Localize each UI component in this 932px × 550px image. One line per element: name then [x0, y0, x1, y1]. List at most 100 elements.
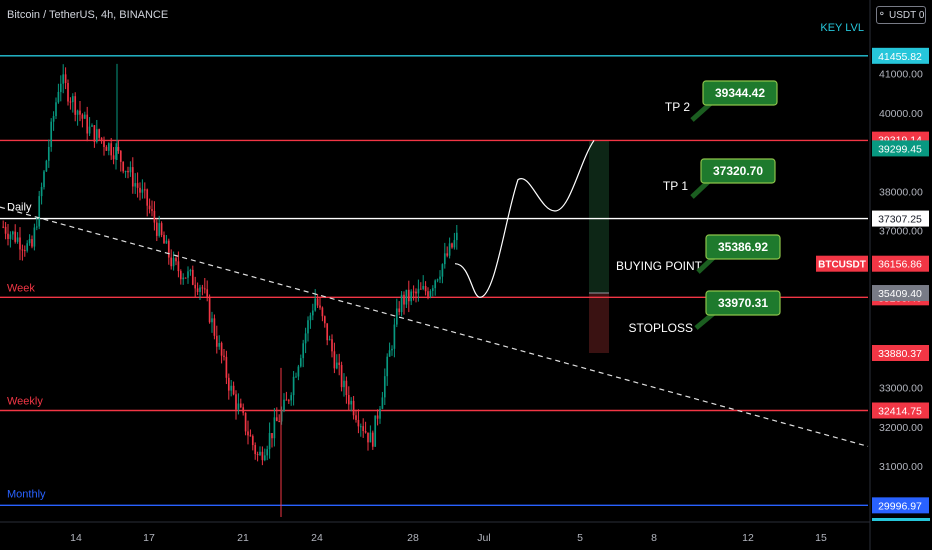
candle-body [194, 284, 197, 289]
price-tag[interactable] [872, 210, 929, 227]
candle-body [352, 400, 355, 416]
x-tick-label: 8 [651, 532, 657, 544]
trendline[interactable] [0, 206, 869, 447]
price-tag[interactable] [872, 140, 929, 157]
candle-body [218, 342, 221, 347]
price-tag-label: 35409.40 [878, 288, 922, 300]
candle-body [112, 155, 115, 160]
callout-box[interactable] [705, 290, 781, 316]
candle-body [57, 91, 60, 103]
candle-body [45, 160, 48, 172]
position-stop-zone[interactable] [589, 293, 609, 354]
candle-body [261, 451, 264, 461]
price-tag-label: 29996.97 [878, 500, 922, 512]
candle-body [201, 287, 204, 289]
candle-body [388, 350, 391, 357]
price-tag[interactable] [872, 345, 929, 362]
candle-body [247, 431, 249, 436]
candle-body [227, 377, 230, 391]
candle-body [299, 358, 302, 367]
candle-body [86, 114, 89, 134]
candle-body [400, 294, 403, 313]
candle-body [127, 170, 129, 173]
candle-body [136, 183, 139, 188]
y-tick-label: 31000.00 [879, 461, 923, 473]
y-tick-label: 38000.00 [879, 186, 923, 198]
candle-body [165, 240, 168, 244]
callout-box[interactable] [700, 158, 776, 184]
symbol-tag[interactable] [816, 255, 868, 272]
candle-body [347, 395, 350, 405]
candle-body [160, 223, 163, 235]
candle-body [182, 277, 185, 280]
price-tag[interactable] [872, 497, 929, 514]
symbol-title[interactable]: Bitcoin / TetherUS, 4h, BINANCE [7, 9, 169, 21]
candle-body [451, 243, 453, 248]
candle-body [208, 296, 211, 323]
candle-body [47, 146, 50, 161]
x-tick-label: 14 [70, 532, 82, 544]
monthly-label: Monthly [7, 488, 46, 500]
candle-body [285, 399, 288, 401]
candle-body [335, 362, 338, 369]
candle-body [74, 96, 77, 115]
candle-body [314, 298, 317, 311]
candle-body [381, 397, 384, 409]
candle-body [268, 433, 271, 450]
currency-label: USDT 0 [889, 9, 925, 21]
candle-body [422, 286, 425, 289]
candle-body [424, 286, 427, 292]
price-tag[interactable] [872, 402, 929, 419]
x-tick-label: Jul [477, 532, 490, 544]
candle-body [297, 366, 300, 377]
price-tag[interactable] [872, 47, 929, 64]
candle-body [441, 264, 444, 277]
candle-body [307, 320, 309, 334]
candle-body [374, 415, 377, 447]
candle-body [155, 222, 158, 236]
candle-body [38, 196, 41, 227]
price-tag[interactable] [872, 285, 929, 302]
candle-body [215, 335, 218, 347]
candle-body [2, 226, 5, 228]
position-target-zone[interactable] [589, 140, 609, 294]
candle-body [383, 376, 386, 398]
candle-body [76, 110, 79, 115]
weekly-label: Week [7, 282, 35, 294]
candle-body [177, 261, 180, 272]
candle-body [100, 137, 103, 140]
projection-path[interactable] [454, 140, 595, 298]
candle-body [88, 126, 91, 134]
price-tag[interactable] [872, 255, 929, 272]
candle-body [278, 421, 281, 423]
callout-box[interactable] [702, 80, 778, 106]
candle-body [407, 289, 410, 302]
candle-body [9, 234, 12, 239]
candle-body [415, 291, 417, 294]
candle-body [151, 209, 153, 211]
currency-badge[interactable]: ⚬ USDT 0 [876, 6, 926, 24]
callout-box[interactable] [705, 234, 781, 260]
globe-icon: ⚬ [877, 9, 886, 20]
price-tag-label: 39299.45 [878, 143, 922, 155]
candle-body [311, 310, 314, 316]
candle-body [338, 362, 341, 366]
candle-body [7, 233, 9, 239]
candle-body [242, 407, 245, 413]
candle-body [62, 74, 65, 84]
candle-body [302, 343, 305, 359]
candle-body [170, 257, 173, 267]
candle-body [19, 237, 21, 250]
candle-body [280, 410, 283, 422]
candle-body [203, 288, 206, 290]
candle-body [254, 445, 257, 455]
candle-body [184, 277, 187, 279]
candle-body [429, 291, 432, 297]
annotation-label: TP 1 [663, 179, 688, 193]
candle-body [355, 415, 357, 420]
y-tick-label: 32000.00 [879, 422, 923, 434]
x-tick-label: 15 [815, 532, 827, 544]
candle-body [266, 449, 269, 456]
candle-body [386, 356, 389, 377]
